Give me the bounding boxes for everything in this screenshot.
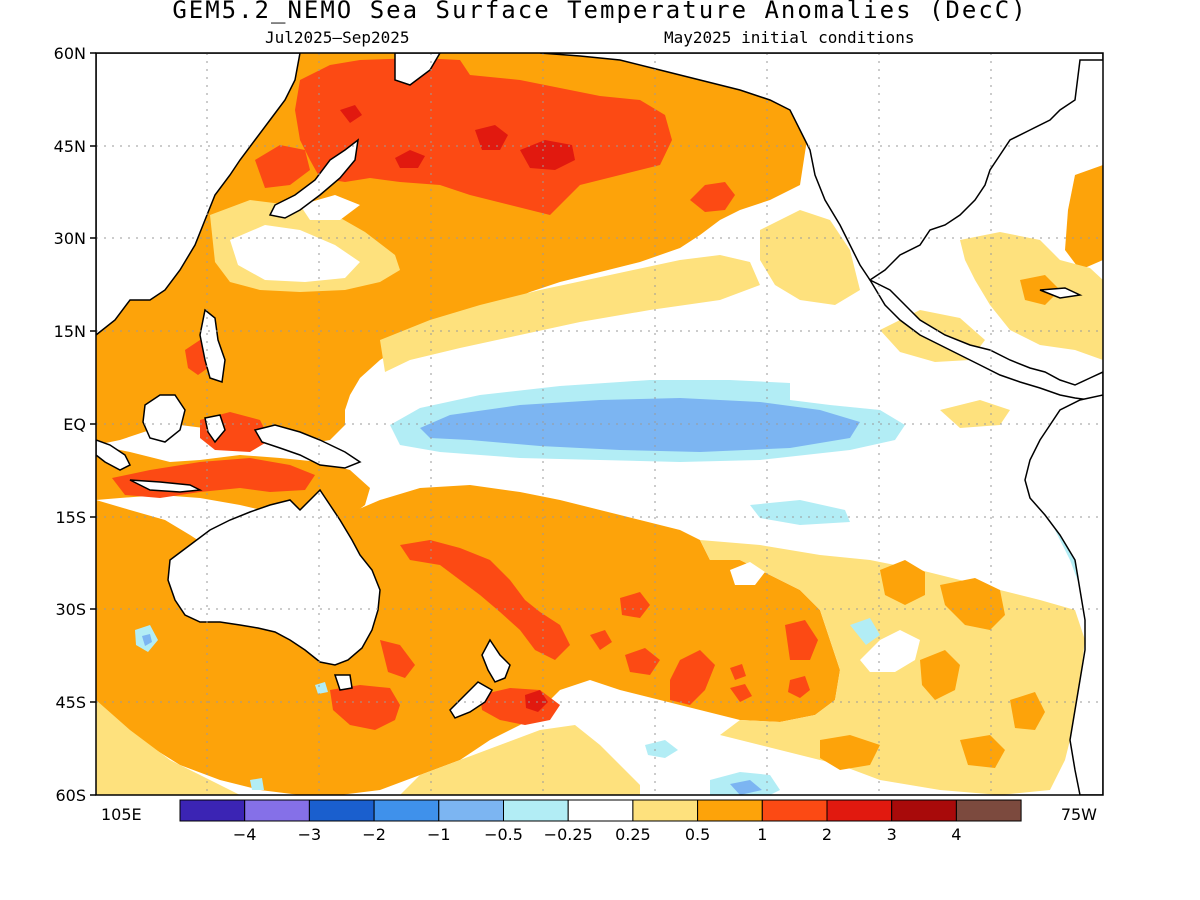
- lat-label: 45N: [54, 137, 86, 156]
- lat-label: EQ: [63, 415, 86, 434]
- lat-label: 30N: [54, 229, 86, 248]
- colorbar-label: 0.25: [615, 825, 651, 844]
- lat-label: 45S: [55, 693, 86, 712]
- colorbar-swatch: [632, 799, 699, 822]
- colorbar-swatch: [179, 799, 246, 822]
- colorbar-swatch: [697, 799, 763, 822]
- colorbar-label: −4: [233, 825, 257, 844]
- colorbar-swatch: [373, 799, 440, 822]
- colorbar-label: 1: [757, 825, 767, 844]
- coastlines: [96, 53, 1103, 795]
- colorbar-label: −3: [298, 825, 322, 844]
- lat-label: 15S: [55, 508, 86, 527]
- colorbar-swatch: [438, 799, 504, 822]
- lat-label: 60S: [55, 786, 86, 805]
- colorbar-label: 4: [951, 825, 961, 844]
- colorbar-label: 2: [822, 825, 832, 844]
- colorbar-label: −1: [427, 825, 451, 844]
- lat-label: 30S: [55, 600, 86, 619]
- colorbar-label: −2: [362, 825, 386, 844]
- colorbar-label: −0.25: [544, 825, 593, 844]
- colorbar-label: 3: [887, 825, 897, 844]
- forecast-period: Jul2025–Sep2025: [265, 28, 410, 47]
- lat-labels: 60N 45N 30N 15N EQ 15S 30S 45S 60S: [54, 44, 86, 805]
- lat-label: 60N: [54, 44, 86, 63]
- lon-left-label: 105E: [101, 805, 142, 824]
- colorbar-label: −0.5: [484, 825, 523, 844]
- colorbar-swatch: [891, 799, 957, 822]
- colorbar-swatch: [567, 799, 634, 822]
- colorbar-swatch: [503, 799, 569, 822]
- colorbar-label: 0.5: [685, 825, 710, 844]
- colorbar: [179, 799, 1022, 822]
- map-title: GEM5.2_NEMO Sea Surface Temperature Anom…: [172, 0, 1028, 24]
- colorbar-swatch: [308, 799, 375, 822]
- colorbar-swatch: [826, 799, 893, 822]
- colorbar-swatch: [761, 799, 828, 822]
- colorbar-labels: −4 −3 −2 −1 −0.5 −0.25 0.25 0.5 1 2 3 4: [233, 825, 962, 844]
- lat-ticks: [90, 52, 96, 796]
- colorbar-swatch: [955, 799, 1022, 822]
- colorbar-swatch: [244, 799, 310, 822]
- initial-conditions: May2025 initial conditions: [664, 28, 915, 47]
- lat-label: 15N: [54, 322, 86, 341]
- lon-right-label: 75W: [1061, 805, 1097, 824]
